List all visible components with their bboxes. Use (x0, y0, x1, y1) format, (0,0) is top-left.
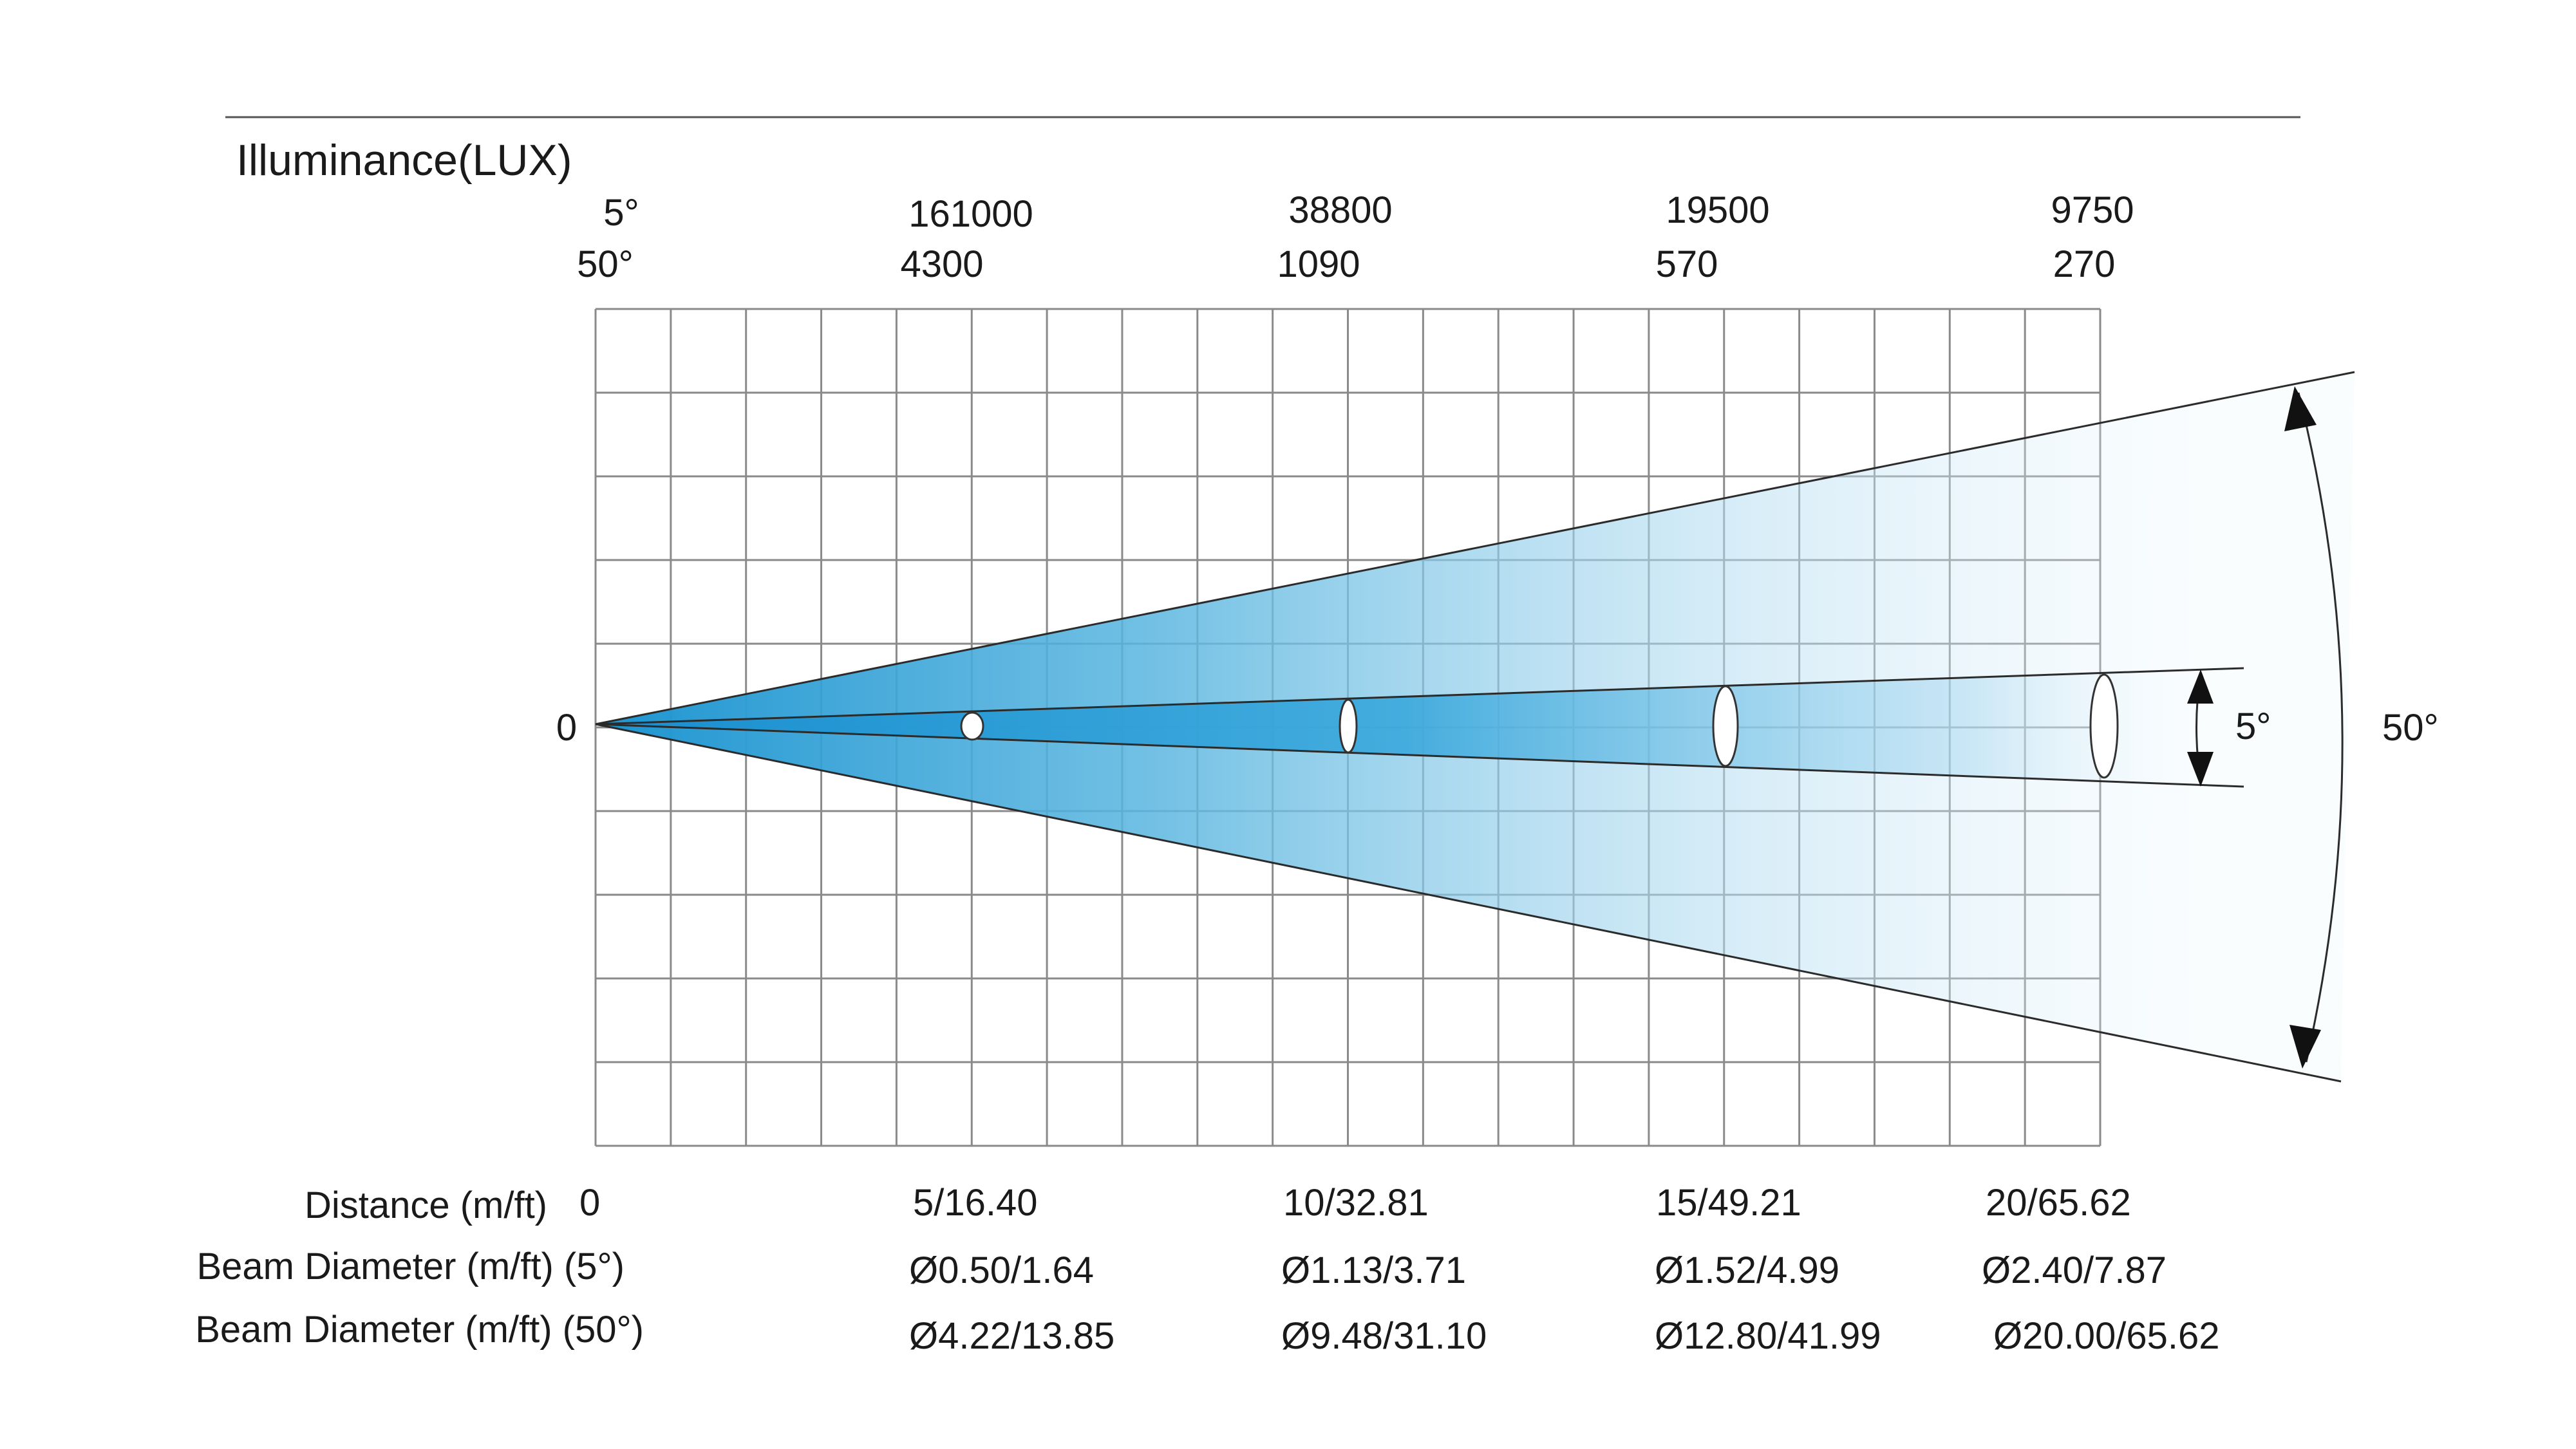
beam-section-20m (2089, 673, 2119, 779)
lux-narrow-20m: 9750 (2051, 189, 2134, 231)
beam-5-value: Ø1.52/4.99 (1655, 1249, 1839, 1291)
distance-value: 0 (579, 1182, 600, 1224)
beam-section-5m (960, 711, 984, 741)
row-label-distance: Distance (m/ft) (305, 1184, 547, 1226)
lux-wide-15m: 570 (1656, 243, 1718, 285)
beam-5-value: Ø1.13/3.71 (1281, 1249, 1466, 1291)
lux-wide-20m: 270 (2053, 243, 2116, 285)
narrow-beam-lower-edge (595, 723, 2244, 788)
angle-header-narrow: 5° (603, 192, 639, 234)
beam-5-value: Ø0.50/1.64 (909, 1249, 1094, 1291)
distance-value: 5/16.40 (913, 1182, 1038, 1224)
angle-header-wide: 50° (577, 243, 634, 285)
lux-wide-10m: 1090 (1277, 243, 1360, 285)
beam-section-10m (1339, 698, 1358, 754)
narrow-beam (596, 669, 2241, 787)
beam-50-value: Ø4.22/13.85 (909, 1315, 1114, 1357)
distance-value: 10/32.81 (1283, 1182, 1429, 1224)
lux-wide-5m: 4300 (900, 243, 983, 285)
origin-label: 0 (556, 707, 577, 749)
lux-narrow-15m: 19500 (1666, 189, 1769, 231)
row-label-beam-50: Beam Diameter (m/ft) (50°) (195, 1309, 644, 1351)
distance-value: 20/65.62 (1986, 1182, 2131, 1224)
illuminance-values: 161000 38800 19500 9750 4300 1090 570 27… (900, 189, 2134, 285)
narrow-angle-label: 5° (2235, 706, 2271, 747)
wide-angle-arc (2297, 392, 2344, 1063)
wide-angle-arrow-up (2284, 386, 2317, 431)
wide-beam-upper-edge (595, 371, 2355, 725)
beam-section-15m (1712, 685, 1739, 767)
beam-50-value: Ø20.00/65.62 (1993, 1315, 2220, 1357)
wide-beam-lower-edge (595, 723, 2342, 1083)
narrow-angle-arrow-down (2187, 752, 2214, 787)
beam-50-value: Ø9.48/31.10 (1281, 1315, 1487, 1357)
wide-angle-label: 50° (2382, 707, 2439, 749)
beam-5-value: Ø2.40/7.87 (1982, 1249, 2167, 1291)
lux-narrow-10m: 38800 (1288, 189, 1392, 231)
lux-narrow-5m: 161000 (908, 193, 1033, 235)
row-label-beam-5: Beam Diameter (m/ft) (5°) (196, 1246, 625, 1287)
data-table: Distance (m/ft) 0 5/16.40 10/32.81 15/49… (195, 1182, 2219, 1357)
wide-angle-arrow-down (2289, 1025, 2321, 1069)
distance-value: 15/49.21 (1656, 1182, 1801, 1224)
diagram-title: Illuminance(LUX) (236, 136, 572, 185)
beam-50-value: Ø12.80/41.99 (1655, 1315, 1881, 1357)
narrow-beam-upper-edge (595, 667, 2244, 725)
narrow-angle-arrow-up (2187, 669, 2214, 704)
